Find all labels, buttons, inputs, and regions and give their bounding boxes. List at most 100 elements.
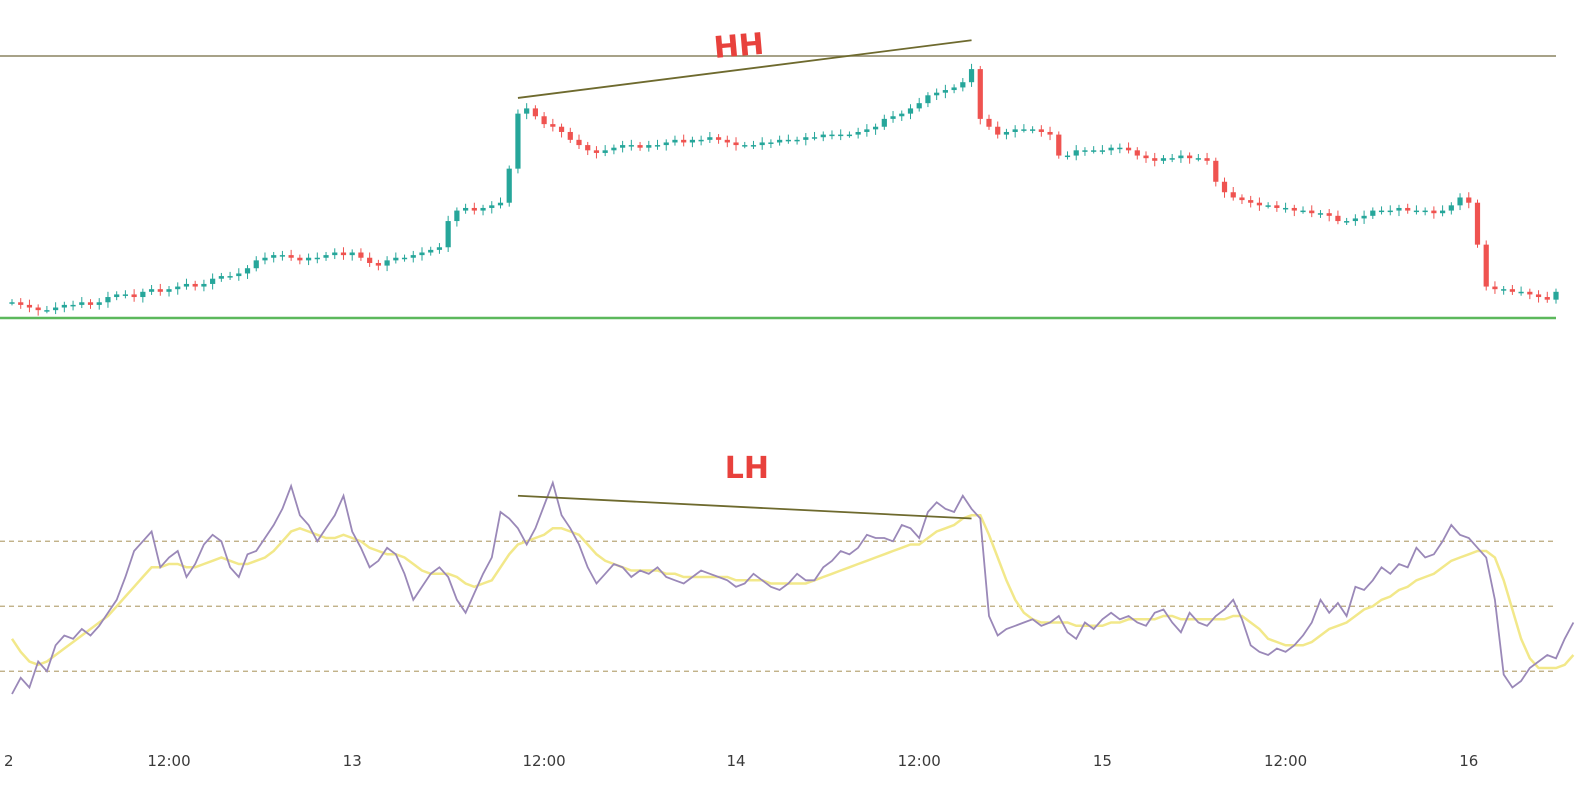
- candle-body: [1099, 150, 1105, 152]
- candle-body: [70, 304, 76, 307]
- candle-body: [148, 289, 155, 292]
- candle-body: [279, 255, 286, 257]
- candle-body: [916, 103, 922, 109]
- candle-body: [1091, 150, 1097, 152]
- candle-body: [620, 145, 626, 148]
- candle-body: [471, 207, 477, 211]
- candle-body: [1431, 210, 1437, 214]
- candle-body: [1326, 213, 1332, 216]
- candle-body: [1073, 150, 1079, 156]
- candle-body: [1387, 210, 1393, 213]
- signal-line: [10, 514, 1575, 670]
- candle-body: [367, 257, 373, 263]
- candle-body: [1195, 158, 1201, 160]
- candle-body: [401, 257, 408, 260]
- candle-body: [18, 302, 24, 305]
- candle-body: [829, 134, 835, 137]
- candle-body: [1370, 210, 1376, 216]
- candle-body: [1134, 150, 1140, 156]
- candle-body: [1274, 205, 1280, 208]
- candle-body: [210, 278, 216, 284]
- candle-body: [768, 142, 774, 144]
- candle-body: [1117, 147, 1123, 150]
- candle-body: [872, 126, 879, 130]
- candle-body: [393, 257, 399, 261]
- candle-body: [1204, 158, 1210, 161]
- candle-body: [253, 260, 259, 269]
- candle-body: [1317, 213, 1324, 215]
- candle-body: [1361, 215, 1367, 219]
- candle-body: [1378, 210, 1385, 213]
- candle-body: [9, 302, 15, 304]
- candle-body: [1187, 155, 1193, 159]
- candle-body: [855, 131, 861, 135]
- candle-body: [515, 113, 521, 169]
- candle-body: [1030, 129, 1036, 131]
- hh-label: HH: [712, 27, 765, 66]
- candle-body: [977, 69, 983, 119]
- candle-body: [602, 150, 608, 153]
- candle-body: [846, 134, 853, 137]
- x-tick-label-clipped: 2: [4, 752, 14, 770]
- candle-body: [785, 139, 791, 142]
- candle-body: [724, 139, 730, 143]
- candle-body: [1213, 160, 1219, 182]
- candle-body: [314, 257, 320, 260]
- candle-body: [157, 289, 163, 292]
- candle-body: [384, 260, 390, 266]
- candle-body: [497, 202, 504, 206]
- candle-body: [53, 307, 59, 311]
- candle-body: [1457, 197, 1463, 206]
- candle-body: [1422, 210, 1428, 213]
- candle-body: [35, 307, 41, 311]
- candle-body: [305, 257, 312, 261]
- candle-body: [61, 304, 67, 308]
- candle-body: [1125, 147, 1132, 151]
- candle-body: [881, 118, 887, 127]
- candle-body: [1291, 207, 1297, 211]
- candle-body: [1265, 205, 1271, 207]
- candle-body: [201, 283, 207, 287]
- candle-body: [1544, 297, 1550, 300]
- candle-body: [236, 273, 242, 277]
- x-tick-label: 12:00: [522, 752, 565, 770]
- candle-body: [1239, 197, 1245, 201]
- x-tick-label: 14: [726, 752, 745, 770]
- candle-body: [890, 116, 896, 119]
- candle-body: [340, 252, 347, 256]
- candle-body: [489, 205, 495, 208]
- candle-body: [986, 118, 992, 127]
- x-tick-label: 15: [1093, 752, 1112, 770]
- candle-body: [218, 276, 224, 279]
- candle-body: [1256, 202, 1263, 206]
- candle-body: [87, 302, 94, 305]
- candle-body: [1230, 192, 1236, 198]
- candle-body: [166, 289, 172, 292]
- candle-body: [995, 126, 1001, 135]
- candle-body: [1178, 155, 1184, 159]
- candle-body: [1047, 131, 1053, 135]
- candle-body: [576, 139, 582, 146]
- candle-body: [951, 87, 957, 91]
- candle-body: [375, 262, 381, 266]
- candle-body: [1038, 129, 1044, 132]
- candle-body: [1282, 207, 1289, 210]
- candle-body: [750, 145, 757, 147]
- lh-trendline: [517, 494, 972, 520]
- candle-body: [1082, 150, 1088, 152]
- candle-body: [297, 257, 303, 261]
- candle-body: [1344, 221, 1350, 223]
- candle-body: [663, 142, 669, 146]
- candle-body: [1439, 210, 1446, 214]
- candle-body: [759, 142, 765, 146]
- candle-body: [183, 283, 190, 287]
- candle-body: [689, 139, 696, 143]
- candle-body: [899, 113, 905, 117]
- candle-body: [567, 131, 573, 140]
- candle-body: [1143, 155, 1149, 159]
- candle-body: [681, 139, 687, 143]
- x-tick-label: 16: [1459, 752, 1478, 770]
- x-tick-label: 12:00: [898, 752, 941, 770]
- candle-body: [349, 252, 355, 256]
- candle-body: [1492, 286, 1498, 290]
